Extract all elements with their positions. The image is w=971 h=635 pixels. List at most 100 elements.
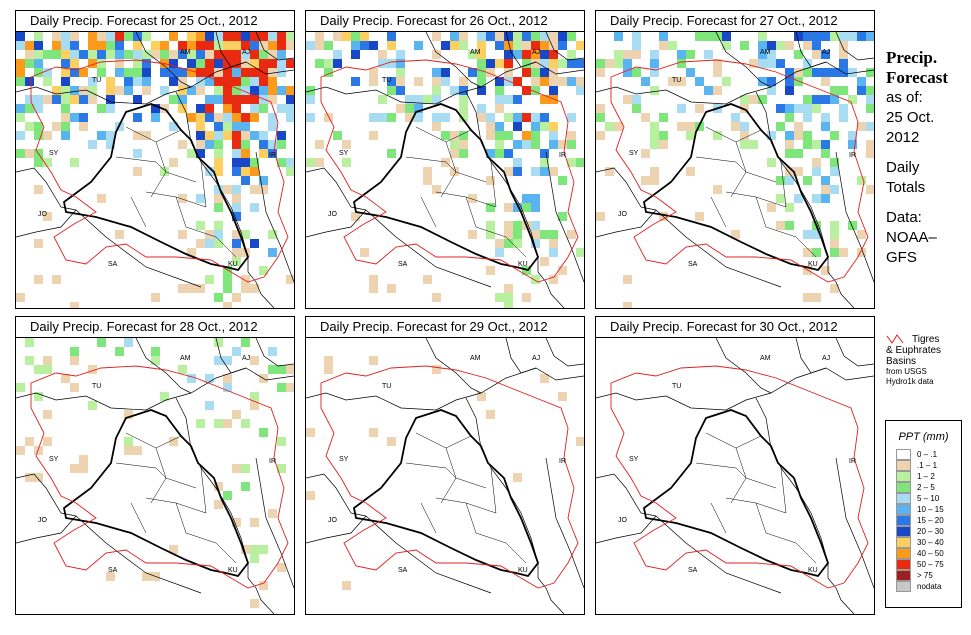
country-border xyxy=(135,338,192,394)
province-border xyxy=(695,462,747,479)
forecast-panel: Daily Precip. Forecast for 27 Oct., 2012… xyxy=(595,10,875,310)
as-of-year: 2012 xyxy=(886,129,920,146)
country-label: AJ xyxy=(242,355,250,362)
country-border xyxy=(16,167,62,208)
legend-item: 0 – .1 xyxy=(896,449,961,460)
legend-item: 50 – 75 xyxy=(896,559,961,570)
country-label: SY xyxy=(49,456,59,463)
province-border xyxy=(755,502,797,544)
country-border xyxy=(465,397,539,578)
country-label: SY xyxy=(629,150,639,157)
heading-precip: Precip. xyxy=(886,48,938,67)
legend-item: 30 – 40 xyxy=(896,537,961,548)
precip-map: AM AJ TU SY IR JO SA KU xyxy=(595,337,875,615)
province-border xyxy=(420,196,437,228)
province-border xyxy=(445,447,487,489)
country-border xyxy=(247,271,275,308)
legend-swatch xyxy=(896,449,911,460)
country-label: TU xyxy=(672,77,681,84)
province-border xyxy=(505,236,527,258)
iraq-outline xyxy=(643,103,830,272)
country-border xyxy=(175,397,249,578)
panel-title: Daily Precip. Forecast for 29 Oct., 2012 xyxy=(305,316,585,338)
country-border xyxy=(350,206,367,211)
forecast-panel: Daily Precip. Forecast for 29 Oct., 2012… xyxy=(305,316,585,616)
province-border xyxy=(420,502,437,534)
country-label: KU xyxy=(808,567,818,574)
iraq-outline xyxy=(643,409,830,578)
legend-swatch xyxy=(896,548,911,559)
country-border xyxy=(755,397,829,578)
legend-item: 1 – 2 xyxy=(896,471,961,482)
legend-label: .1 – 1 xyxy=(917,461,938,470)
country-label: AM xyxy=(470,355,481,362)
country-border xyxy=(350,512,367,517)
province-border xyxy=(730,171,747,198)
country-label: JO xyxy=(38,517,48,524)
as-of-label: as of: xyxy=(886,89,923,106)
daily-label: Daily xyxy=(886,159,920,176)
country-label: AM xyxy=(180,49,191,56)
country-border xyxy=(255,32,294,61)
forecast-panel: Daily Precip. Forecast for 28 Oct., 2012… xyxy=(15,316,295,616)
panel-title: Daily Precip. Forecast for 28 Oct., 2012 xyxy=(15,316,295,338)
country-border xyxy=(505,338,537,374)
province-border xyxy=(175,196,217,238)
country-border xyxy=(545,151,584,283)
legend-swatch xyxy=(896,504,911,515)
precip-map: AM AJ TU SY IR JO SA KU xyxy=(305,31,585,309)
country-label: IR xyxy=(559,152,566,159)
legend-item: 2 – 5 xyxy=(896,482,961,493)
basin-outline xyxy=(30,59,289,283)
legend-item: 10 – 15 xyxy=(896,504,961,515)
basin-line4: from USGS xyxy=(886,367,927,376)
legend-swatch xyxy=(896,515,911,526)
province-border xyxy=(725,497,787,514)
iraq-outline xyxy=(63,103,250,272)
basin-outline xyxy=(320,59,579,283)
province-border xyxy=(780,467,787,514)
legend-swatch xyxy=(896,559,911,570)
country-label: SA xyxy=(398,567,408,574)
country-border xyxy=(835,151,874,283)
legend-item: > 75 xyxy=(896,570,961,581)
country-border xyxy=(537,577,565,614)
country-label: JO xyxy=(328,211,338,218)
basin-outline xyxy=(30,365,289,589)
basin-line-icon xyxy=(886,334,904,344)
province-border xyxy=(200,467,207,514)
country-label: KU xyxy=(518,261,528,268)
province-border xyxy=(795,236,817,258)
province-border xyxy=(405,156,457,173)
country-border xyxy=(640,512,657,517)
province-border xyxy=(150,171,167,198)
basin-outline xyxy=(320,365,579,589)
precip-grid xyxy=(306,32,584,308)
country-border xyxy=(215,32,247,68)
country-label: SA xyxy=(688,261,698,268)
legend-label: 2 – 5 xyxy=(917,483,935,492)
legend-title: PPT (mm) xyxy=(898,431,949,443)
legend-swatch xyxy=(896,537,911,548)
legend-swatch xyxy=(896,482,911,493)
country-label: SA xyxy=(108,567,118,574)
forecast-panel: Daily Precip. Forecast for 25 Oct., 2012… xyxy=(15,10,295,310)
basin-line1: Tigres xyxy=(912,333,940,345)
precip-map: AM AJ TU SY IR JO SA KU xyxy=(15,31,295,309)
ppt-legend: PPT (mm) 0 – .1 .1 – 1 1 – 2 2 – 5 5 – 10 10 … xyxy=(885,420,962,608)
legend-label: 40 – 50 xyxy=(917,549,944,558)
province-border xyxy=(215,236,237,258)
province-border xyxy=(440,171,457,198)
province-border xyxy=(115,156,167,173)
legend-label: > 75 xyxy=(917,571,933,580)
basin-legend: Tigres & Euphrates Basins from USGS Hydr… xyxy=(886,333,968,387)
precip-map: AM AJ TU SY IR JO SA KU xyxy=(595,31,875,309)
legend-item: .1 – 1 xyxy=(896,460,961,471)
country-border xyxy=(215,338,247,374)
heading-forecast: Forecast xyxy=(886,68,948,87)
legend-item: nodata xyxy=(896,581,961,592)
province-border xyxy=(705,432,762,449)
country-label: SA xyxy=(398,261,408,268)
country-border xyxy=(255,457,294,589)
country-label: IR xyxy=(849,152,856,159)
